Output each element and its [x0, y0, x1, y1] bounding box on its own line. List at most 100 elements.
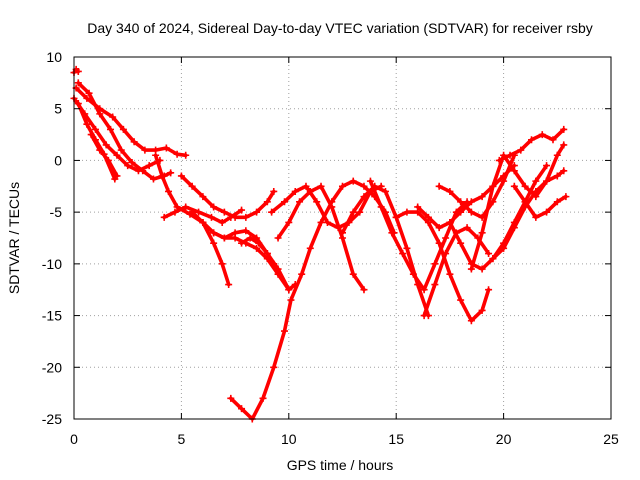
data-point	[478, 193, 486, 201]
data-point	[218, 260, 226, 268]
y-tick-label: -20	[42, 359, 62, 375]
data-point	[218, 218, 226, 226]
data-point	[96, 110, 104, 118]
data-point	[349, 270, 357, 278]
data-point	[356, 208, 364, 216]
series-sat-y	[495, 125, 568, 164]
data-point	[188, 208, 196, 216]
data-point	[328, 203, 336, 211]
data-point	[323, 218, 331, 226]
series-layer	[70, 65, 570, 423]
series-line	[190, 210, 298, 292]
x-tick-label: 10	[281, 431, 297, 447]
ticks: 0 5 10 15 20 25 -25 -20 -15 -10 -5 0 5 10	[42, 49, 619, 447]
data-point	[91, 125, 99, 133]
x-axis-label: GPS time / hours	[287, 457, 394, 473]
data-point	[162, 144, 170, 152]
y-axis-label: SDTVAR / TECUs	[6, 182, 22, 294]
data-point	[74, 100, 82, 108]
series-sat-t	[414, 162, 518, 232]
data-point	[287, 296, 295, 304]
data-point	[149, 175, 157, 183]
data-point	[270, 260, 278, 268]
data-point	[210, 203, 218, 211]
data-point	[74, 79, 82, 87]
data-point	[83, 94, 91, 102]
data-point	[152, 151, 160, 159]
data-point	[139, 167, 147, 175]
y-tick-label: -5	[50, 204, 63, 220]
data-point	[409, 270, 417, 278]
data-point	[177, 172, 185, 180]
data-point	[360, 182, 368, 190]
series-sat-p	[339, 182, 432, 320]
data-point	[553, 198, 561, 206]
data-point	[263, 250, 271, 258]
data-point	[442, 234, 450, 242]
series-line	[469, 143, 566, 271]
data-point	[553, 151, 561, 159]
data-point	[263, 198, 271, 206]
data-point	[281, 327, 289, 335]
data-point	[349, 177, 357, 185]
data-point	[431, 281, 439, 289]
data-point	[431, 260, 439, 268]
data-point	[532, 177, 540, 185]
data-point	[360, 286, 368, 294]
data-point	[442, 250, 450, 258]
data-point	[160, 213, 168, 221]
data-point	[281, 198, 289, 206]
data-point	[435, 239, 443, 247]
data-point	[130, 138, 138, 146]
data-point	[457, 208, 465, 216]
data-point	[87, 131, 95, 139]
data-point	[420, 286, 428, 294]
data-point	[517, 146, 525, 154]
data-point	[521, 182, 529, 190]
data-point	[298, 270, 306, 278]
data-point	[113, 172, 121, 180]
data-point	[560, 141, 568, 149]
data-point	[506, 151, 514, 159]
data-point	[231, 213, 239, 221]
data-point	[446, 270, 454, 278]
y-tick-label: -10	[42, 256, 62, 272]
data-point	[403, 244, 411, 252]
data-point	[128, 158, 136, 166]
data-point	[424, 213, 432, 221]
data-point	[489, 182, 497, 190]
x-tick-label: 25	[603, 431, 619, 447]
data-point	[532, 187, 540, 195]
data-point	[446, 218, 454, 226]
x-tick-label: 15	[388, 431, 404, 447]
data-point	[562, 193, 570, 201]
data-point	[74, 67, 82, 75]
data-point	[543, 177, 551, 185]
data-point	[478, 306, 486, 314]
data-point	[560, 125, 568, 133]
series-sat-u	[435, 151, 518, 221]
series-sat-m	[227, 177, 398, 423]
data-point	[349, 208, 357, 216]
data-point	[317, 218, 325, 226]
data-point	[274, 265, 282, 273]
y-tick-label: -15	[42, 308, 62, 324]
data-point	[446, 187, 454, 195]
data-point	[173, 150, 181, 158]
series-line	[415, 163, 517, 230]
data-point	[210, 229, 218, 237]
data-point	[532, 213, 540, 221]
data-point	[238, 206, 246, 214]
data-point	[255, 239, 263, 247]
data-point	[500, 244, 508, 252]
data-point	[145, 162, 153, 170]
y-tick-label: 5	[54, 101, 62, 117]
data-point	[210, 239, 218, 247]
data-point	[119, 125, 127, 133]
data-point	[220, 208, 228, 216]
data-point	[171, 208, 179, 216]
data-point	[167, 169, 175, 177]
series-sat-o	[268, 182, 385, 232]
data-point	[188, 182, 196, 190]
data-point	[467, 208, 475, 216]
